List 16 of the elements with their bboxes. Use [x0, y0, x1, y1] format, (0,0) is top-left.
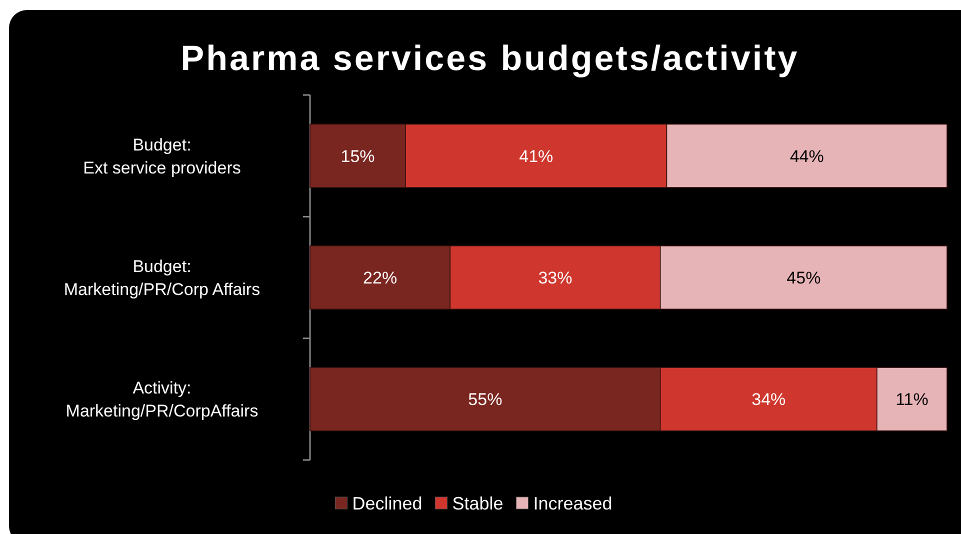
data-label: 11% [896, 390, 928, 410]
data-label: 45% [786, 268, 821, 288]
data-label: 34% [752, 390, 786, 410]
y-tick-label: Activity: Marketing/PR/CorpAffairs [66, 378, 258, 421]
data-label: 15% [340, 146, 375, 166]
data-label: 22% [363, 268, 398, 288]
y-tick-label: Budget: Marketing/PR/Corp Affairs [64, 256, 260, 299]
legend-label: Stable [452, 493, 504, 514]
data-label: 33% [538, 268, 572, 288]
data-label: 44% [790, 146, 824, 166]
data-label: 55% [468, 390, 502, 410]
data-label: 41% [519, 146, 554, 166]
chart-title: Pharma services budgets/activity [180, 39, 800, 78]
y-tick-label: Budget: Ext service providers [83, 135, 241, 178]
legend-label: Increased [533, 493, 612, 514]
legend-label: Declined [352, 493, 422, 514]
